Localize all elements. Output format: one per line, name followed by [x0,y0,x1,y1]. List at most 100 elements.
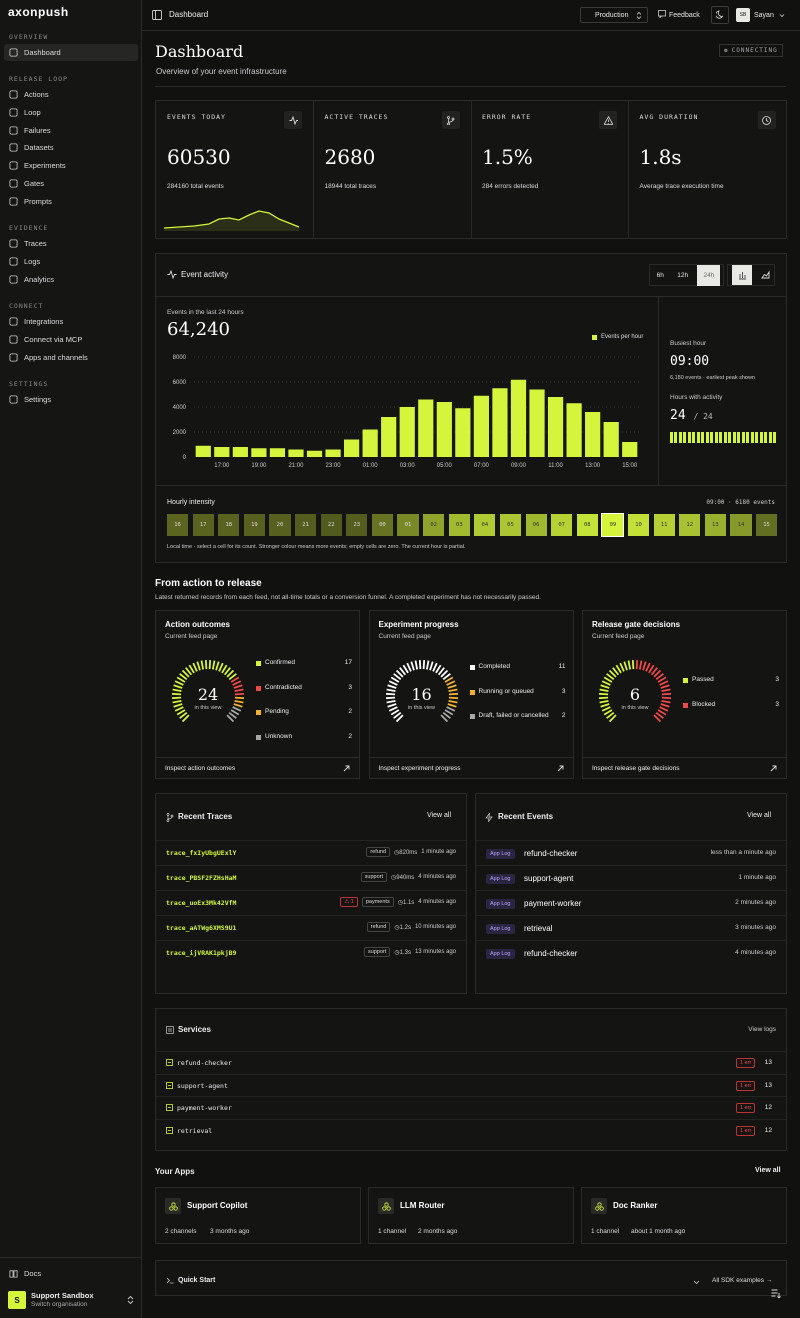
event-row[interactable]: App Log retrieval 3 minutes ago [476,915,786,940]
sidebar-item-connect-via-mcp[interactable]: Connect via MCP [4,331,138,348]
theme-toggle-button[interactable] [711,6,729,24]
event-time: 1 minute ago [738,874,776,881]
heat-cell-06[interactable]: 06 [525,514,547,536]
heat-cell-03[interactable]: 03 [448,514,470,536]
heat-cell-20[interactable]: 20 [269,514,291,536]
app-card-support-copilot[interactable]: Support Copilot 2 channels 3 months ago [155,1187,361,1244]
heat-cell-08[interactable]: 08 [576,514,598,536]
trace-id: trace_aATWg6XMS9U1 [166,924,237,932]
heat-cell-17[interactable]: 17 [192,514,214,536]
event-row[interactable]: App Log refund-checker 4 minutes ago [476,940,786,965]
heat-cell-13[interactable]: 13 [704,514,726,536]
sidebar-item-dashboard[interactable]: Dashboard [4,44,138,61]
view-logs-link[interactable]: View logs [748,1026,776,1033]
sidebar-item-analytics[interactable]: Analytics [4,271,138,288]
heat-cell-05[interactable]: 05 [499,514,522,536]
busiest-label: Busiest hour [670,340,707,347]
hours-activity-bar [670,432,777,443]
event-row[interactable]: App Log refund-checker less than a minute … [476,840,786,865]
sidebar-item-datasets[interactable]: Datasets [4,139,138,156]
area-chart-icon[interactable] [760,269,770,281]
docs-link[interactable]: Docs [4,1265,138,1282]
heat-cell-11[interactable]: 11 [653,514,675,536]
stat-sub: Average trace execution time [639,183,724,190]
sidebar-item-traces[interactable]: Traces [4,235,138,252]
heat-cell-04[interactable]: 04 [474,514,496,536]
hour-tick [696,432,700,443]
gauge-tick [606,673,615,681]
gauge-tick [422,660,425,670]
sidebar-item-experiments[interactable]: Experiments [4,157,138,174]
gauge-tick [657,676,667,683]
heat-cell-10[interactable]: 10 [627,514,650,536]
gauge-tick [173,684,183,689]
apps-view-all[interactable]: View all [755,1167,781,1174]
events-view-all[interactable]: View all [747,812,771,819]
trace-row[interactable]: trace_fxIyUbgUExlY refund ◷820ms 1 minute a… [156,840,466,865]
heat-cell-14[interactable]: 14 [730,514,752,536]
sidebar-item-loop[interactable]: Loop [4,104,138,121]
range-6h[interactable]: 6h [656,271,664,279]
legend-value: 3 [348,683,352,691]
sidebar-item-logs[interactable]: Logs [4,253,138,270]
inspect-link-release-gate-decisions[interactable]: Inspect release gate decisions [583,757,786,779]
sidebar-item-label: Settings [24,395,52,404]
trace-row[interactable]: trace_PBSF2FZHsHaM support ◷940ms 4 minutes… [156,865,466,890]
heat-cell-23[interactable]: 23 [346,514,368,536]
heat-cell-21[interactable]: 21 [295,514,317,536]
hour-tick [755,432,759,443]
sidebar-item-label: Datasets [24,143,54,153]
sidebar-toggle-icon[interactable] [152,10,162,22]
sidebar-item-failures[interactable]: Failures [4,122,138,139]
trace-row[interactable]: trace_uoEx3Mk42VfM ⚠ 1 payments ◷1.1s 4 minu… [156,890,466,915]
service-row[interactable]: refund-checker 1 err 13 [156,1051,786,1074]
range-24h[interactable]: 24h [697,264,721,286]
y-tick-label: 2000 [173,430,187,436]
event-row[interactable]: App Log payment-worker 2 minutes ago [476,890,786,915]
release-title: From action to release [155,578,262,589]
sidebar-item-actions[interactable]: Actions [4,86,138,103]
event-row[interactable]: App Log support-agent 1 minute ago [476,865,786,890]
sidebar-item-gates[interactable]: Gates [4,175,138,192]
inspect-link-experiment-progress[interactable]: Inspect experiment progress [369,757,573,779]
traces-view-all[interactable]: View all [427,812,451,819]
heat-cell-16[interactable]: 16 [167,514,189,536]
chart-legend: Events per hour [592,334,643,340]
environment-select[interactable]: Production [580,7,648,23]
heat-cell-01[interactable]: 01 [397,514,419,536]
sidebar-item-integrations[interactable]: Integrations [4,313,138,330]
heat-cell-19[interactable]: 19 [243,514,265,536]
service-row[interactable]: support-agent 1 err 13 [156,1073,786,1097]
gauge-tick [600,684,610,689]
trace-row[interactable]: trace_ijVRAK1pkjB9 support ◷1.3s 13 minutes… [156,940,466,965]
feedback-button[interactable]: Feedback [658,7,700,23]
heat-cell-12[interactable]: 12 [679,514,701,536]
app-card-doc-ranker[interactable]: Doc Ranker 1 channel about 1 month ago [581,1187,787,1244]
sdk-examples-link[interactable]: All SDK examples → [712,1277,773,1284]
heat-cell-07[interactable]: 07 [551,514,573,536]
app-card-llm-router[interactable]: LLM Router 1 channel 2 months ago [368,1187,574,1244]
heat-cell-09[interactable]: 09 [601,513,625,537]
chevron-updown-icon [127,1295,134,1307]
range-12h[interactable]: 12h [677,271,689,279]
gauge-tick [232,680,242,686]
heat-cell-22[interactable]: 22 [320,514,342,536]
sidebar-item-prompts[interactable]: Prompts [4,193,138,210]
sidebar-item-apps-and-channels[interactable]: Apps and channels [4,349,138,366]
trace-row[interactable]: trace_aATWg6XMS9U1 refund ◷1.2s 10 minutes … [156,915,466,940]
service-name: payment-worker [177,1104,232,1112]
breadcrumb: Dashboard [169,10,209,19]
sidebar-item-settings[interactable]: Settings [4,391,138,408]
user-menu[interactable]: SB Sayan [734,6,792,24]
bar-chart-icon[interactable] [732,265,753,285]
service-row[interactable]: payment-worker 1 err 12 [156,1096,786,1119]
heat-cell-00[interactable]: 00 [371,514,393,536]
heat-cell-18[interactable]: 18 [218,514,240,536]
inspect-link-action-outcomes[interactable]: Inspect action outcomes [156,757,359,779]
org-switcher[interactable]: S Support Sandbox Switch organisation [8,1290,136,1310]
list-filter-icon[interactable] [771,1289,781,1300]
service-row[interactable]: retrieval 1 err 12 [156,1118,786,1142]
quick-start-panel[interactable]: Quick Start All SDK examples → [155,1260,787,1296]
heat-cell-15[interactable]: 15 [756,514,778,536]
heat-cell-02[interactable]: 02 [423,514,445,536]
